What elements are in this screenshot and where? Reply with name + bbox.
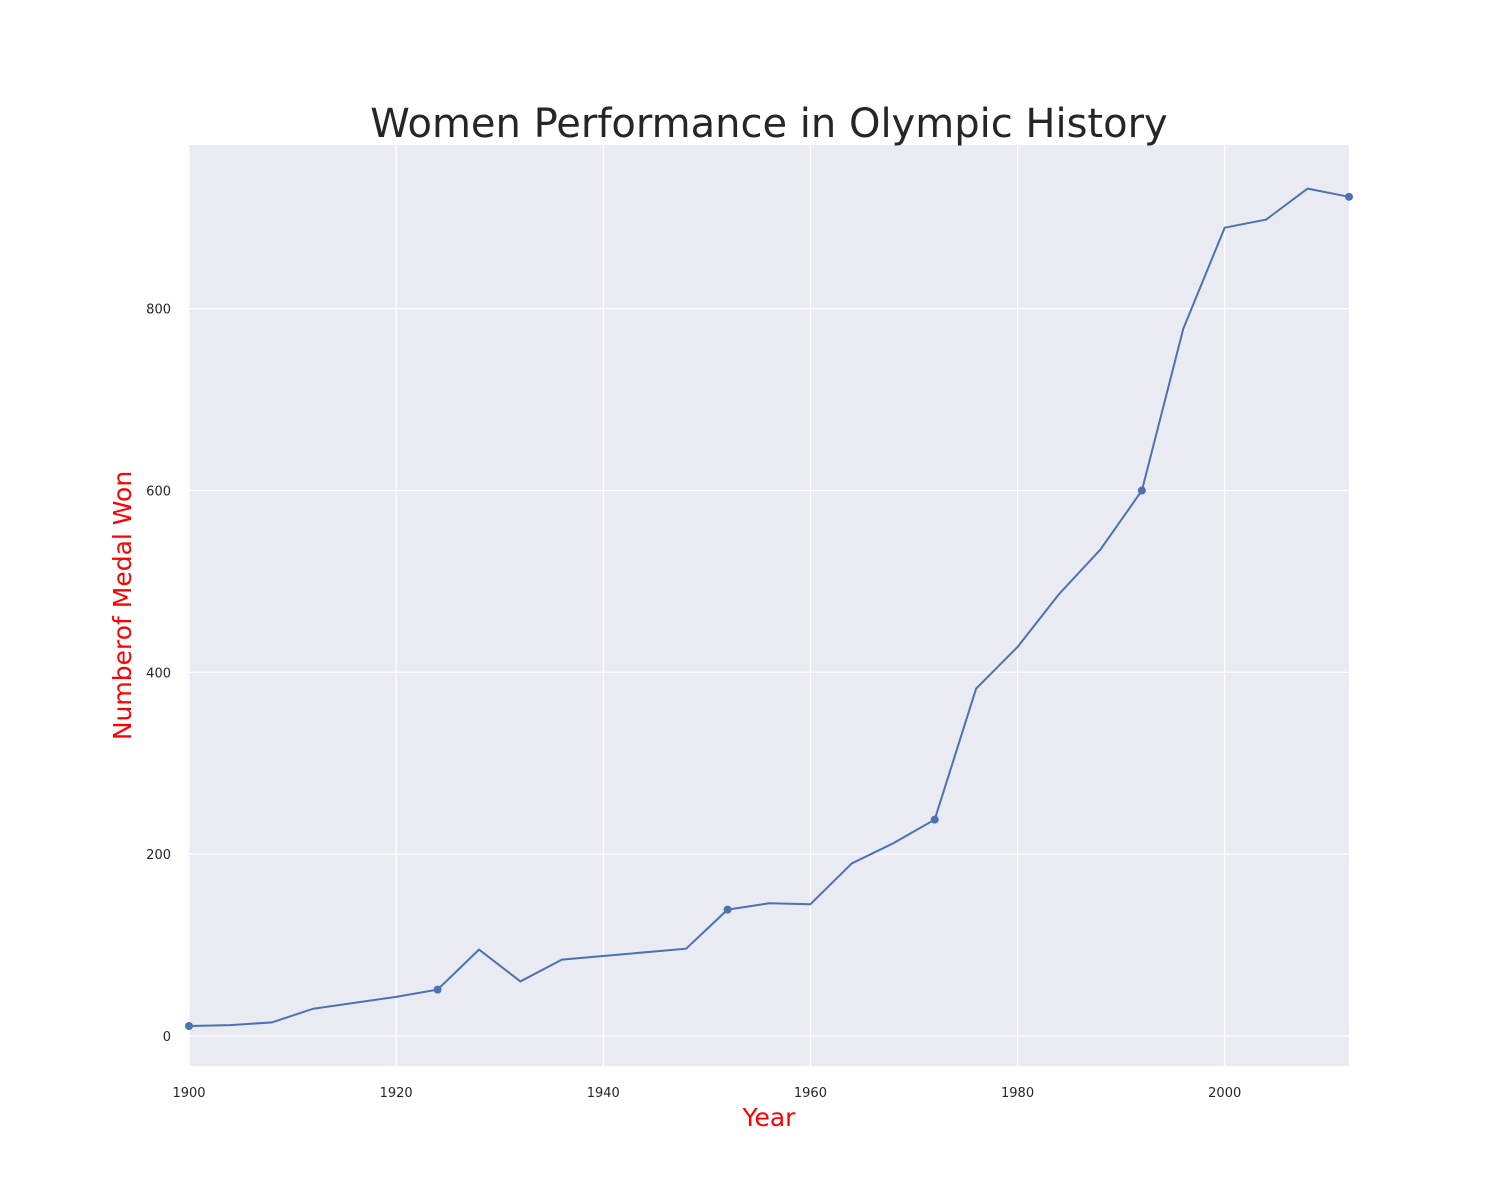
y-tick-label: 200: [146, 848, 171, 863]
x-tick-labels: 1900 1920 1940 1960 1980 2000: [172, 1086, 1241, 1101]
y-tick-label: 600: [146, 484, 171, 499]
series-line: [188, 187, 1350, 1027]
y-tick-label: 0: [163, 1030, 171, 1045]
x-tick-label: 1920: [380, 1086, 413, 1101]
y-tick-labels: 0 200 400 600 800: [146, 303, 171, 1045]
series-marker: [1345, 192, 1353, 201]
x-tick-label: 1960: [794, 1086, 827, 1101]
series-marker: [433, 985, 442, 994]
y-gridlines: [189, 308, 1349, 1037]
y-axis-label: Numberof Medal Won: [108, 471, 137, 740]
series-markers: [185, 192, 1353, 1030]
series-marker: [185, 1021, 193, 1030]
x-tick-label: 1980: [1001, 1086, 1034, 1101]
y-tick-label: 400: [146, 666, 171, 681]
y-tick-label: 800: [146, 303, 171, 318]
chart-title: Women Performance in Olympic History: [370, 101, 1167, 147]
plot-area: [189, 145, 1349, 1066]
series-marker: [1137, 486, 1146, 495]
x-tick-label: 2000: [1208, 1086, 1241, 1101]
x-gridlines: [188, 145, 1226, 1066]
x-axis-label: Year: [742, 1103, 797, 1132]
x-tick-label: 1940: [587, 1086, 620, 1101]
series-marker: [930, 815, 939, 824]
series-marker: [723, 905, 732, 914]
x-tick-label: 1900: [172, 1086, 205, 1101]
